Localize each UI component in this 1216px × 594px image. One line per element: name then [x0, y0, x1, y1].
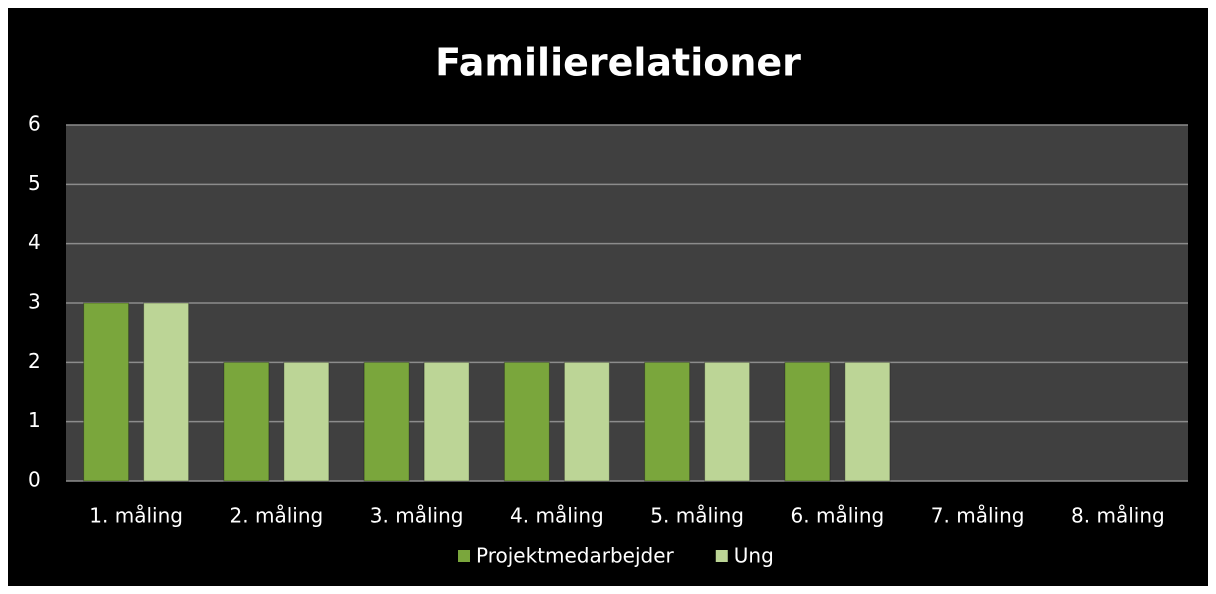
- bar: [644, 361, 691, 482]
- x-tick-label: 2. måling: [230, 504, 324, 528]
- y-tick-label: 4: [28, 230, 41, 254]
- x-tick-label: 7. måling: [931, 504, 1025, 528]
- chart-title: Familierelationer: [435, 41, 801, 85]
- bar: [223, 361, 270, 482]
- bar: [563, 361, 610, 482]
- bar: [784, 361, 831, 482]
- y-tick-label: 0: [28, 468, 41, 492]
- bar: [83, 302, 130, 482]
- bar: [844, 361, 891, 482]
- x-tick-label: 5. måling: [650, 504, 744, 528]
- x-tick-label: 3. måling: [370, 504, 464, 528]
- y-tick-label: 1: [28, 408, 41, 432]
- x-tick-label: 6. måling: [791, 504, 885, 528]
- bar: [423, 361, 470, 482]
- x-tick-label: 8. måling: [1071, 504, 1165, 528]
- y-tick-label: 5: [28, 171, 41, 195]
- y-tick-label: 2: [28, 349, 41, 373]
- bar: [363, 361, 410, 482]
- bar: [503, 361, 550, 482]
- legend-marker: [715, 550, 728, 562]
- x-tick-label: 4. måling: [510, 504, 604, 528]
- bar: [283, 361, 330, 482]
- x-tick-label: 1. måling: [89, 504, 183, 528]
- legend-marker: [458, 550, 470, 562]
- legend-label: Projektmedarbejder: [476, 544, 675, 568]
- bar: [704, 361, 751, 482]
- y-tick-label: 6: [28, 112, 41, 136]
- y-tick-label: 3: [28, 290, 41, 314]
- bar: [143, 302, 190, 482]
- legend-label: Ung: [734, 544, 774, 568]
